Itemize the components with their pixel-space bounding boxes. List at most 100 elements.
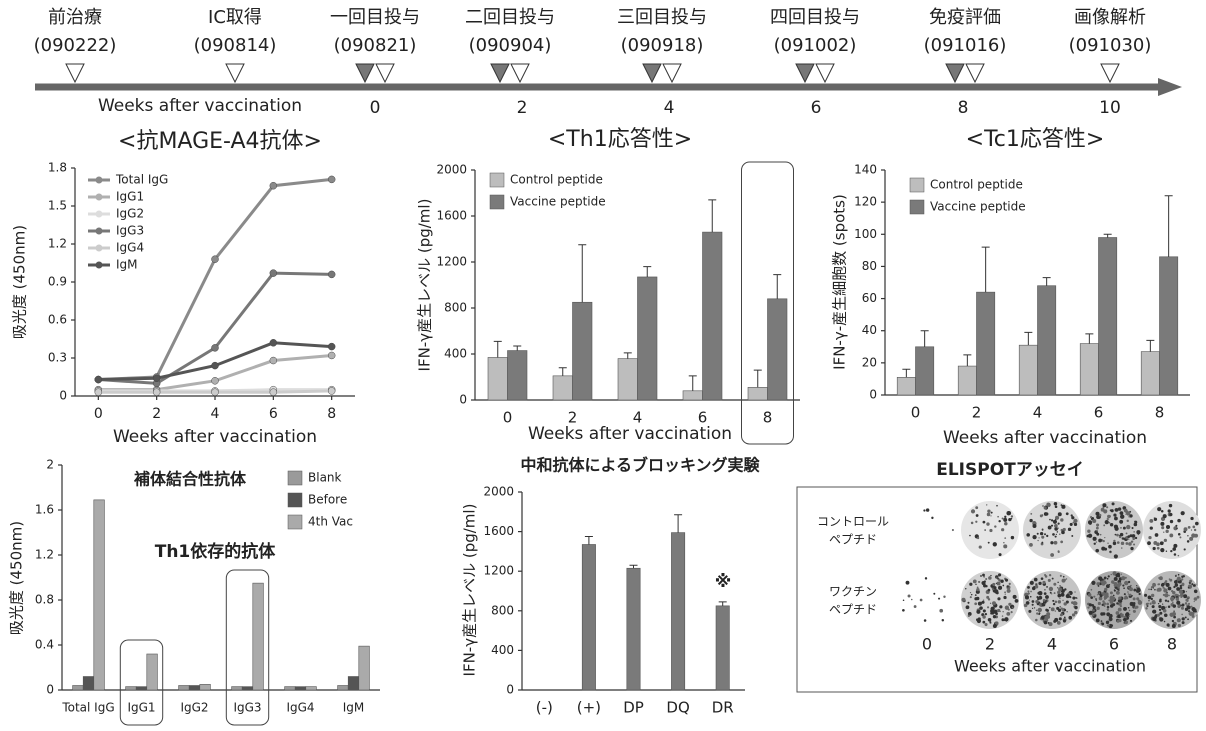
bar [553, 376, 573, 400]
spot [993, 615, 996, 618]
legend-marker [96, 262, 103, 269]
spot [1132, 537, 1135, 540]
error-bar [902, 369, 910, 377]
x-tick-label: 2 [972, 404, 982, 422]
spot [999, 605, 1002, 608]
spot [976, 514, 979, 517]
spot [1172, 624, 1176, 628]
spot [1183, 594, 1187, 598]
spot [1006, 511, 1010, 515]
spot [1155, 533, 1159, 537]
legend-label: Control peptide [930, 178, 1023, 192]
x-tick-label: 0 [911, 404, 921, 422]
spot [1002, 615, 1003, 616]
spot [1194, 601, 1195, 602]
spot [1126, 533, 1128, 535]
spot [1166, 592, 1168, 594]
spot [1057, 587, 1058, 588]
spot [982, 574, 985, 577]
spot [1071, 514, 1073, 516]
spot [1114, 577, 1118, 581]
spot [981, 601, 984, 604]
event-date: (090814) [194, 35, 277, 56]
bar [94, 500, 105, 690]
spot [1061, 504, 1063, 506]
y-tick-label: 0.4 [35, 638, 54, 652]
x-tick-label: DQ [666, 699, 689, 717]
spot [1100, 594, 1103, 597]
spot [1034, 607, 1035, 608]
spot [1177, 519, 1181, 523]
event-date: (091002) [774, 35, 857, 56]
spot [1036, 612, 1038, 614]
event-label: 三回目投与 [617, 7, 707, 28]
spot [1173, 586, 1175, 588]
column-label: 0 [922, 635, 932, 654]
spot [1167, 600, 1169, 602]
spot [1131, 540, 1133, 542]
spot [1044, 592, 1047, 595]
spot [1148, 536, 1151, 539]
spot [1045, 512, 1048, 515]
spot [1125, 514, 1126, 515]
spot [1190, 517, 1193, 520]
spot [952, 529, 954, 531]
spot [1145, 607, 1147, 609]
spot [1128, 607, 1130, 609]
legend-label: IgG3 [116, 224, 144, 238]
spot [1008, 603, 1011, 606]
spot [1055, 505, 1058, 508]
spot [999, 553, 1002, 556]
legend-label: IgG4 [116, 241, 144, 255]
spot [1129, 594, 1132, 597]
y-tick-label: 1200 [483, 564, 514, 578]
bar [189, 686, 200, 691]
spot [1188, 587, 1190, 589]
spot [1096, 514, 1098, 516]
bar [359, 646, 370, 690]
spot [1059, 617, 1062, 620]
spot [1051, 525, 1053, 527]
spot [967, 602, 969, 604]
spot [906, 581, 910, 585]
spot [1126, 525, 1130, 529]
y-tick-label: 1.6 [35, 503, 54, 517]
spot [1123, 618, 1126, 621]
spot [1166, 583, 1170, 587]
data-point [328, 387, 335, 394]
spot [1177, 618, 1181, 622]
y-axis-label: 吸光度 (450nm) [11, 225, 29, 339]
spot [1116, 591, 1120, 595]
spot [1049, 519, 1051, 521]
x-tick-label: IgG4 [286, 701, 314, 715]
bar [958, 366, 976, 395]
error-bar [578, 245, 586, 303]
spot [1045, 595, 1049, 599]
figure: 前治療(090222)IC取得(090814)一回目投与(090821)二回目投… [0, 0, 1206, 731]
legend-marker [96, 211, 103, 218]
bar [306, 687, 317, 690]
spot [1074, 606, 1077, 609]
spot [1014, 596, 1016, 598]
spot [1064, 616, 1066, 618]
spot [1042, 530, 1043, 531]
spot [911, 599, 913, 601]
x-tick-label: IgG3 [233, 701, 261, 715]
spot [933, 593, 935, 595]
spot [1150, 527, 1153, 530]
well [898, 571, 956, 629]
spot [1049, 574, 1051, 576]
spot [1175, 574, 1176, 575]
spot [1030, 581, 1034, 585]
spot [1127, 535, 1130, 538]
spot [1127, 591, 1129, 593]
spot [996, 505, 998, 507]
spot [1098, 514, 1099, 515]
spot [1050, 541, 1053, 544]
spot [1032, 608, 1033, 609]
spot [1056, 534, 1057, 535]
event-label: 四回目投与 [770, 7, 860, 28]
x-tick-label: 4 [633, 409, 643, 427]
spot [1043, 599, 1046, 602]
y-tick-label: 0 [59, 389, 67, 403]
